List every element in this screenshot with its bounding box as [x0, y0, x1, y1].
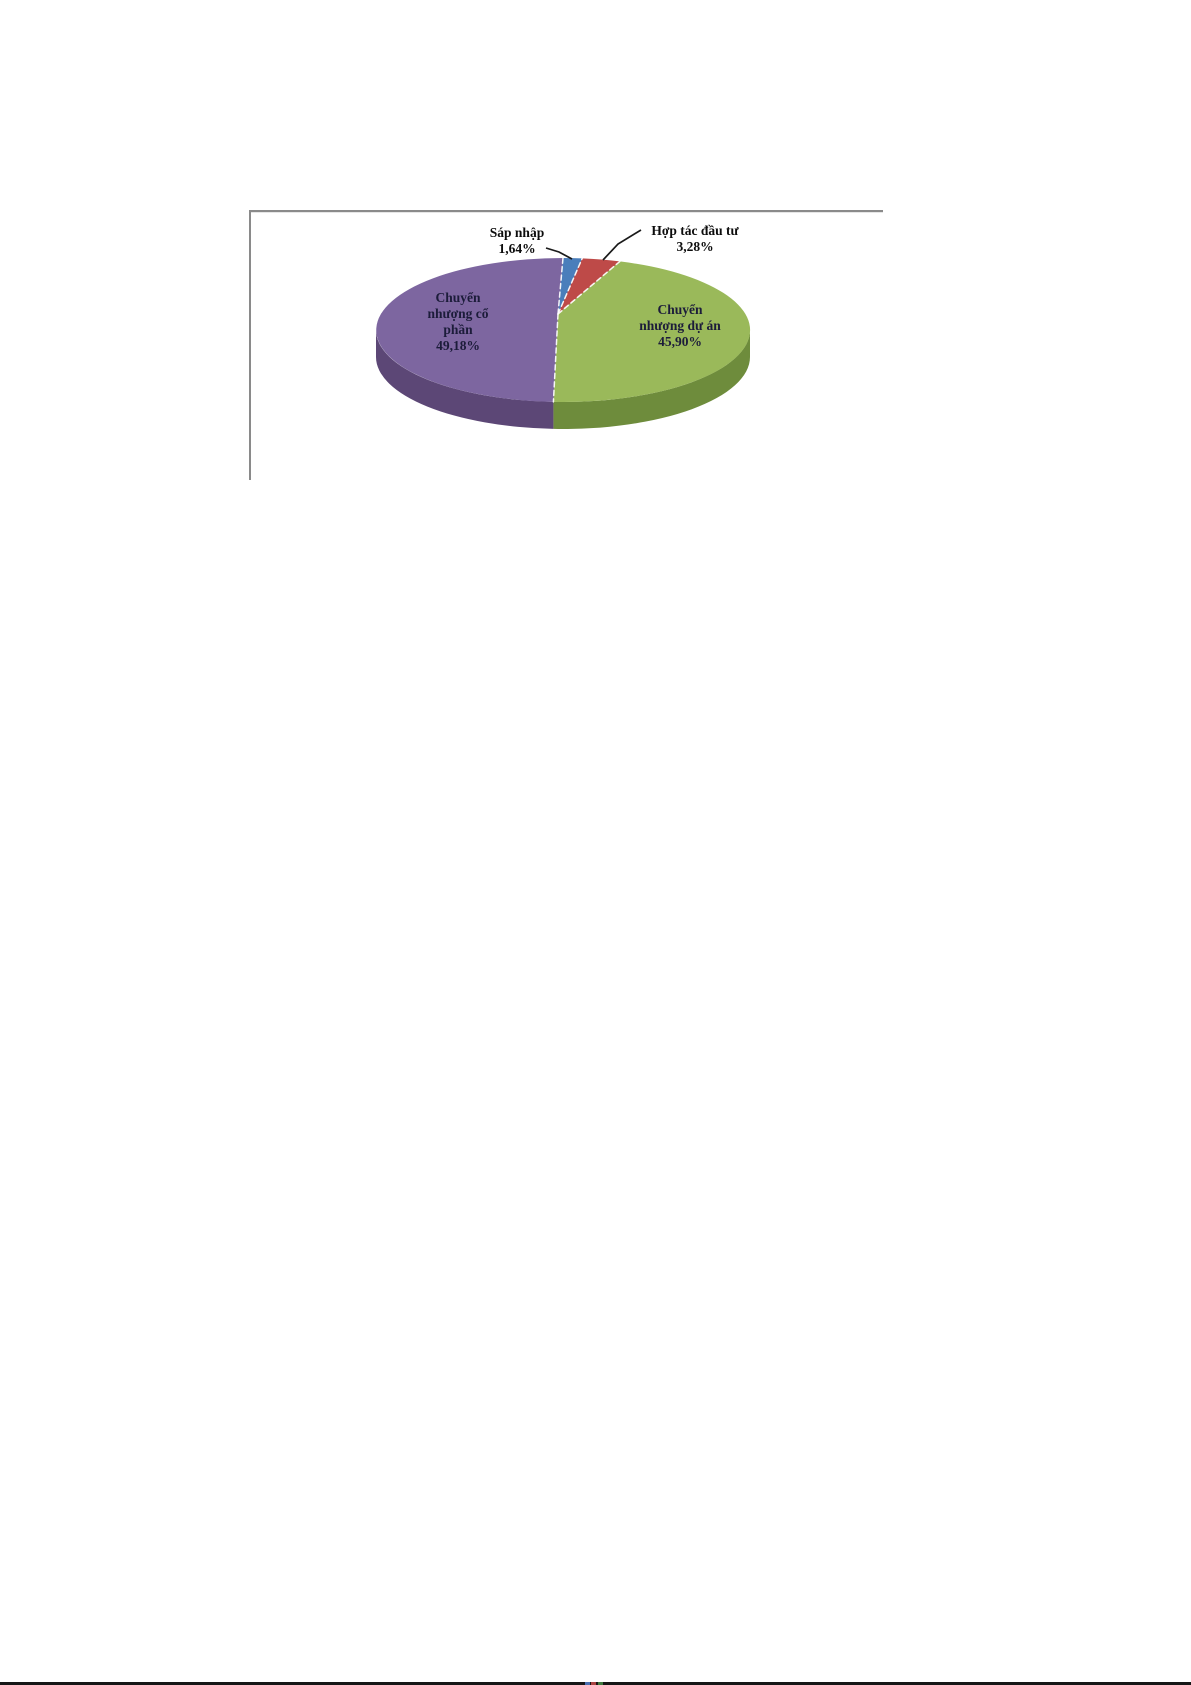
leader-line-hop-tac-dau-tu [602, 229, 642, 261]
cropped-content-strip [0, 1682, 1191, 1685]
strip-fleck-1 [591, 1682, 596, 1685]
strip-fleck-0 [585, 1682, 590, 1685]
frame-top-border [250, 210, 883, 212]
slice-label-chuyen-nhuong-co-phan: Chuyển nhượng cổ phần 49,18% [428, 290, 489, 353]
frame-top-border-shadow [250, 212, 883, 213]
pie-3d-top-surface [376, 258, 751, 402]
pie-side-wall-chuyen-nhuong-co-phan [376, 330, 554, 429]
pie-data-labels: Chuyển nhượng cổ phần 49,18% Chuyển nhượng dự… [428, 223, 740, 353]
slice-separator-0 [557, 257, 564, 315]
pie-side-wall-chuyen-nhuong-du-an [553, 330, 750, 429]
callout-label-hop-tac-dau-tu: Hợp tác đầu tư 3,28% [651, 223, 739, 254]
pie-slice-chuyen-nhuong-du-an [553, 261, 751, 402]
pie-slice-chuyen-nhuong-co-phan [376, 258, 563, 402]
leader-line-sap-nhap [545, 247, 573, 260]
slice-separator-3 [552, 313, 559, 403]
label-leader-lines [545, 229, 642, 261]
strip-fleck-2 [598, 1682, 603, 1685]
slice-separator-1 [557, 257, 583, 315]
slice-label-chuyen-nhuong-du-an: Chuyển nhượng dự án 45,90% [639, 302, 721, 349]
callout-label-sap-nhap: Sáp nhập 1,64% [490, 225, 544, 256]
pie-slice-separators [552, 257, 621, 403]
chart-frame [249, 210, 883, 480]
pie-3d-side-walls [376, 330, 750, 429]
slice-separator-2 [557, 260, 621, 315]
frame-left-border [249, 210, 251, 480]
